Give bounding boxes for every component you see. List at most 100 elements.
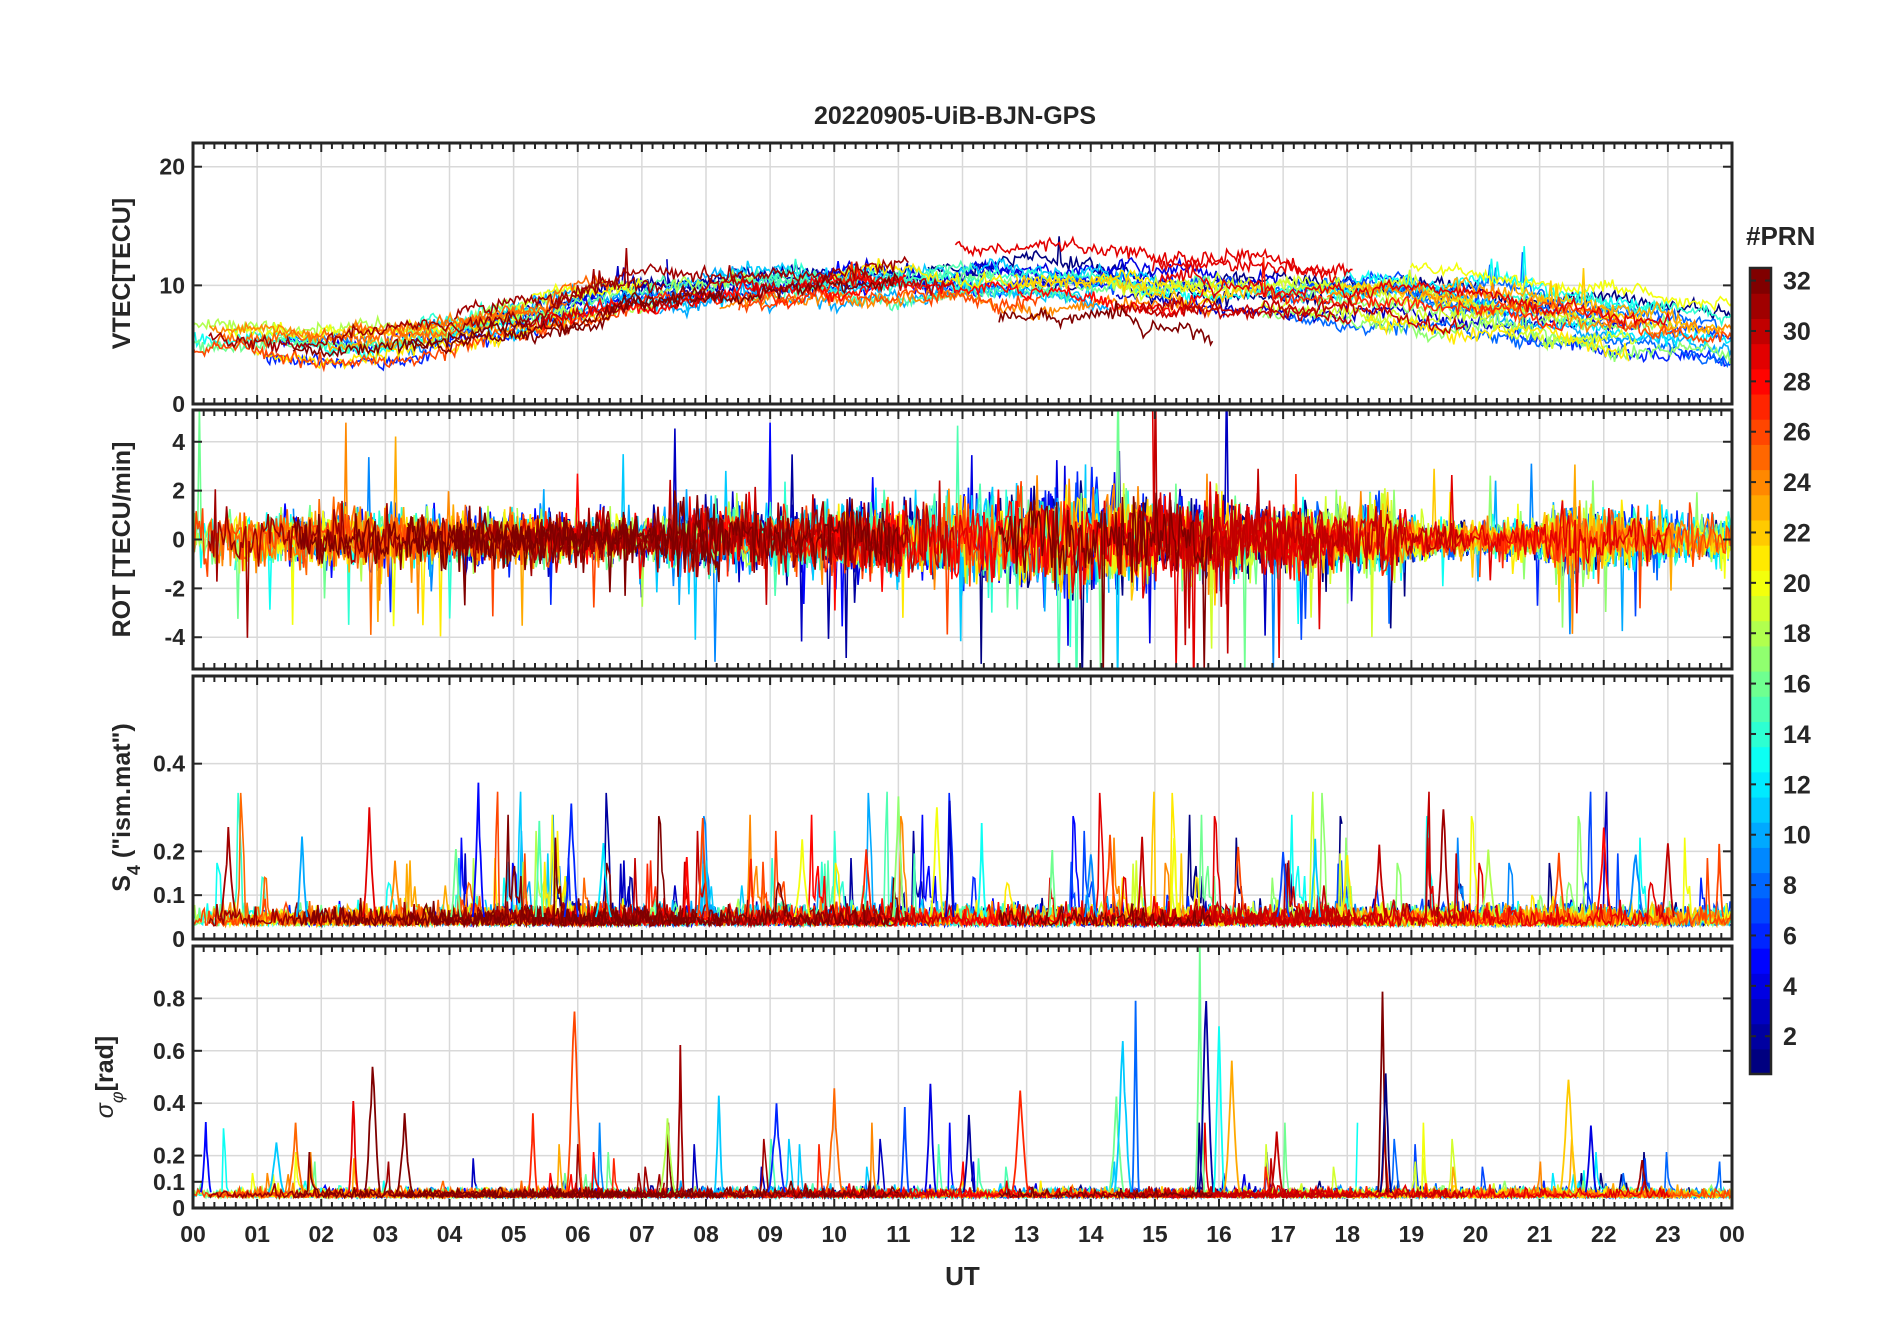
x-tick-label: 01 <box>244 1221 270 1247</box>
x-tick-label: 20 <box>1463 1221 1489 1247</box>
colorbar-segment <box>1750 998 1771 1025</box>
y-tick-label: 0.4 <box>153 1090 185 1116</box>
peak-line <box>924 1083 937 1193</box>
x-tick-label: 13 <box>1014 1221 1040 1247</box>
x-ticks <box>192 946 1733 1208</box>
colorbar-segment <box>1750 318 1771 345</box>
peak-line <box>1047 849 1057 918</box>
y-axis-label-main: S <box>108 875 136 892</box>
x-tick-label: 18 <box>1334 1221 1360 1247</box>
y-axis-label-sub: φ <box>107 1091 127 1103</box>
y-tick-label: 2 <box>172 478 185 504</box>
series-line-prn-32 <box>407 1180 899 1201</box>
x-tick-label: 22 <box>1591 1221 1617 1247</box>
colorbar-segment <box>1750 393 1771 420</box>
colorbar-tick-label: 10 <box>1783 822 1811 850</box>
y-axis-label-sub: 4 <box>124 865 144 875</box>
series-line-prn-22 <box>1014 273 1258 311</box>
colorbar-segment <box>1750 897 1771 924</box>
colorbar-segment <box>1750 519 1771 546</box>
colorbar-segment <box>1750 796 1771 823</box>
colorbar-segment <box>1750 293 1771 319</box>
peak-line <box>676 1044 685 1193</box>
panel-s4: 0 0.1 0.2 0.4 S4 ("ism.mat") <box>108 674 1734 952</box>
colorbar-segment <box>1750 595 1771 622</box>
series-line-prn-30 <box>1116 1184 1465 1200</box>
series-line-prn-32 <box>998 1186 1213 1201</box>
x-tick-label: 00 <box>180 1221 206 1247</box>
colorbar-segment <box>1750 922 1771 949</box>
colorbar-segment <box>1750 469 1771 496</box>
y-tick-label: 0.1 <box>153 882 185 908</box>
peak-line <box>295 836 309 918</box>
peak-line <box>1108 1096 1125 1193</box>
peak-line <box>1102 834 1118 918</box>
peak-line <box>1276 851 1290 918</box>
colorbar-tick-label: 18 <box>1783 620 1811 648</box>
peak-line <box>1559 1079 1578 1193</box>
y-tick-label: -2 <box>165 575 185 601</box>
peak-line <box>287 1122 305 1193</box>
y-axis-label-rest: ("ism.mat") <box>108 723 136 865</box>
y-axis-label: VTEC[TECU] <box>108 198 136 349</box>
series-line-prn-29 <box>954 235 1337 284</box>
series-line-prn-26 <box>1478 296 1732 344</box>
series-line-prn-31 <box>208 248 666 355</box>
y-tick-label: -4 <box>165 624 186 650</box>
colorbar-segment <box>1750 620 1771 647</box>
peak-line <box>793 839 811 918</box>
y-tick-label: 0 <box>172 926 185 952</box>
series-line-prn-30 <box>1138 860 1352 929</box>
peak-line <box>200 1121 212 1193</box>
colorbar-tick-label: 14 <box>1783 721 1811 749</box>
series-line-prn-14 <box>1501 285 1732 328</box>
x-tick-label: 02 <box>308 1221 334 1247</box>
y-tick-label: 0.6 <box>153 1038 185 1064</box>
colorbar-segment <box>1750 570 1771 597</box>
peak-line <box>891 796 905 918</box>
peak-line <box>1436 809 1451 918</box>
peak-line <box>1551 852 1567 918</box>
colorbar-tick-label: 26 <box>1783 419 1811 447</box>
series-group <box>193 946 1732 1201</box>
x-tick-label: 03 <box>373 1221 399 1247</box>
peak-line <box>1480 849 1497 918</box>
x-tick-label: 06 <box>565 1221 591 1247</box>
peak-line <box>267 1142 285 1193</box>
series-line-prn-30 <box>519 269 956 330</box>
peak-line <box>1198 1000 1215 1193</box>
series-line-prn-19 <box>1259 297 1638 350</box>
y-tick-label: 10 <box>159 272 185 298</box>
peak-line <box>347 1100 359 1193</box>
y-tick-label: 0.1 <box>153 1169 185 1195</box>
peak-line <box>1136 836 1148 918</box>
colorbar-segment <box>1750 822 1771 848</box>
colorbar-segment <box>1750 368 1771 395</box>
x-tick-label: 04 <box>437 1221 463 1247</box>
colorbar-segment <box>1750 494 1771 521</box>
y-axis-label-rest: [rad] <box>91 1036 119 1092</box>
series-line-prn-25 <box>215 302 568 349</box>
x-ticks <box>192 410 1733 669</box>
peak-line <box>387 860 403 918</box>
peak-line <box>1372 844 1387 918</box>
colorbar-segment <box>1750 1048 1771 1075</box>
colorbar-segment <box>1750 696 1771 722</box>
series-line-prn-32 <box>292 814 724 929</box>
colorbar-segment <box>1750 444 1771 471</box>
colorbar-tick-label: 32 <box>1783 268 1811 296</box>
x-tick-label: 09 <box>757 1221 783 1247</box>
peak-line <box>1011 1090 1029 1193</box>
peak-line <box>1340 855 1354 918</box>
x-tick-label: 23 <box>1655 1221 1681 1247</box>
colorbar-segment <box>1750 771 1771 798</box>
series-line-prn-26 <box>738 284 1042 315</box>
y-axis-label: S4 ("ism.mat") <box>108 723 144 892</box>
peak-line <box>858 849 874 918</box>
peak-line <box>696 817 709 918</box>
peak-line <box>594 843 612 918</box>
x-tick-label: 14 <box>1078 1221 1104 1247</box>
peak-line <box>364 1066 381 1193</box>
colorbar-segment <box>1750 973 1771 1000</box>
peak-line <box>1230 846 1246 918</box>
